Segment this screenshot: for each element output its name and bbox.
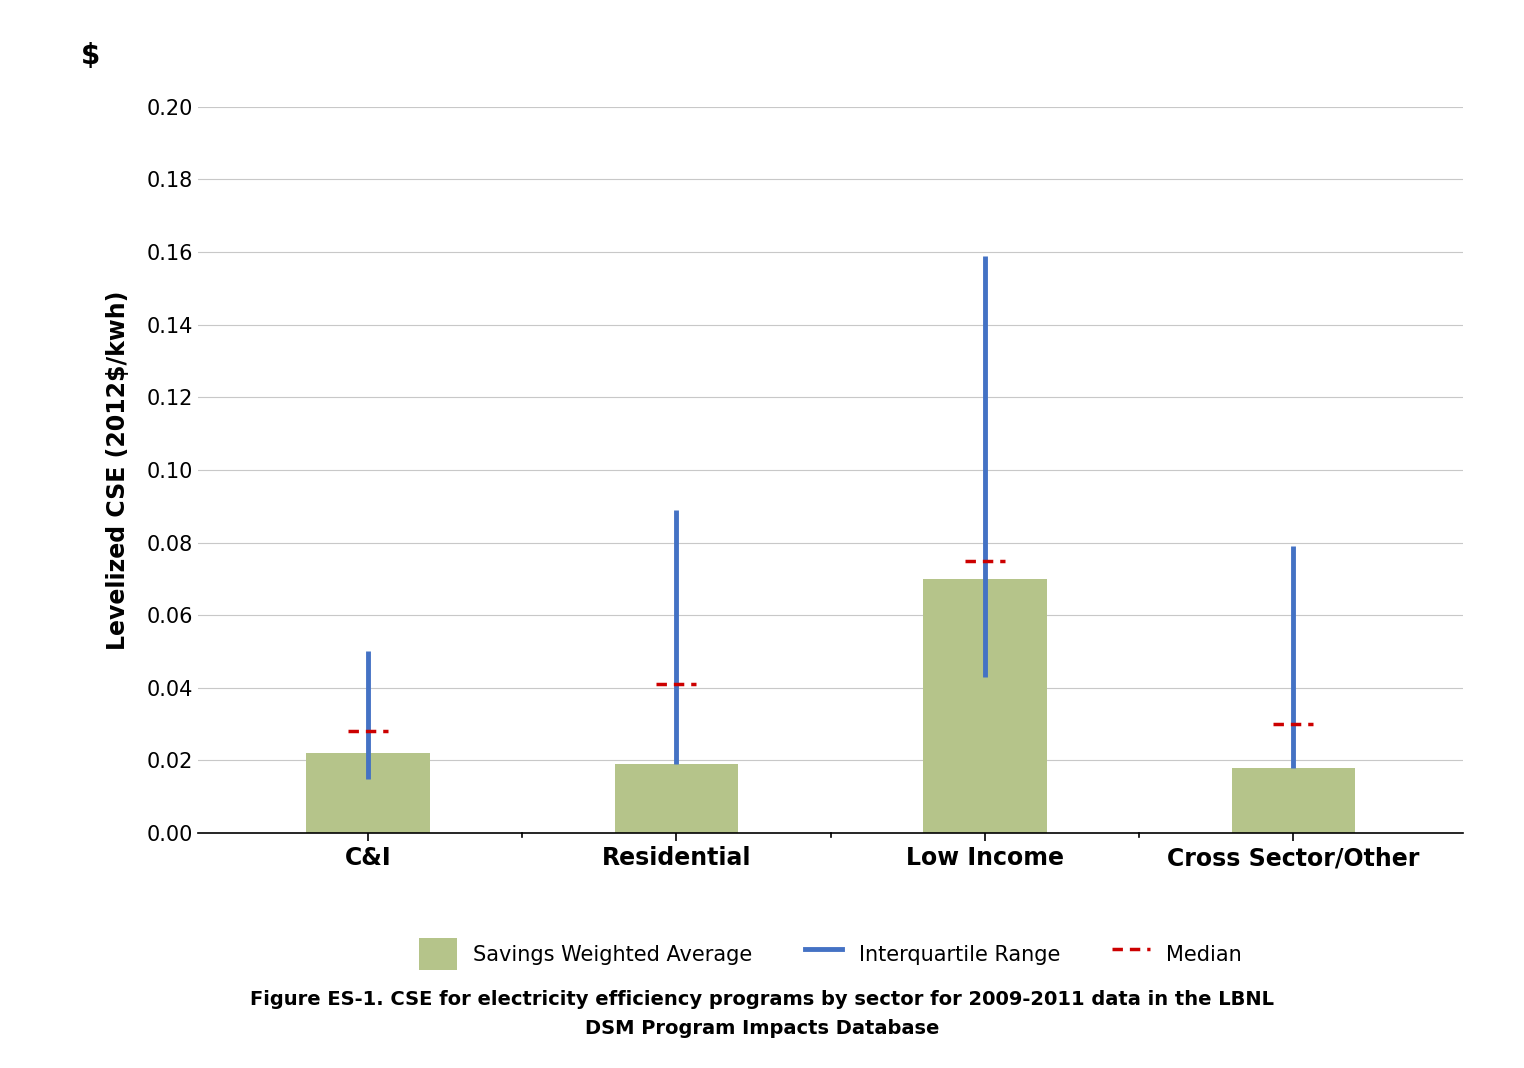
- Bar: [306, 753, 430, 833]
- Y-axis label: Levelized CSE (2012$/kwh): Levelized CSE (2012$/kwh): [107, 290, 130, 649]
- Text: DSM Program Impacts Database: DSM Program Impacts Database: [585, 1019, 939, 1038]
- Text: $: $: [81, 43, 101, 70]
- Bar: [614, 764, 738, 833]
- Bar: [924, 579, 1047, 833]
- Bar: [1231, 768, 1355, 833]
- Legend: Savings Weighted Average, Interquartile Range, Median: Savings Weighted Average, Interquartile …: [419, 938, 1242, 970]
- Text: Figure ES-1. CSE for electricity efficiency programs by sector for 2009-2011 dat: Figure ES-1. CSE for electricity efficie…: [250, 990, 1274, 1009]
